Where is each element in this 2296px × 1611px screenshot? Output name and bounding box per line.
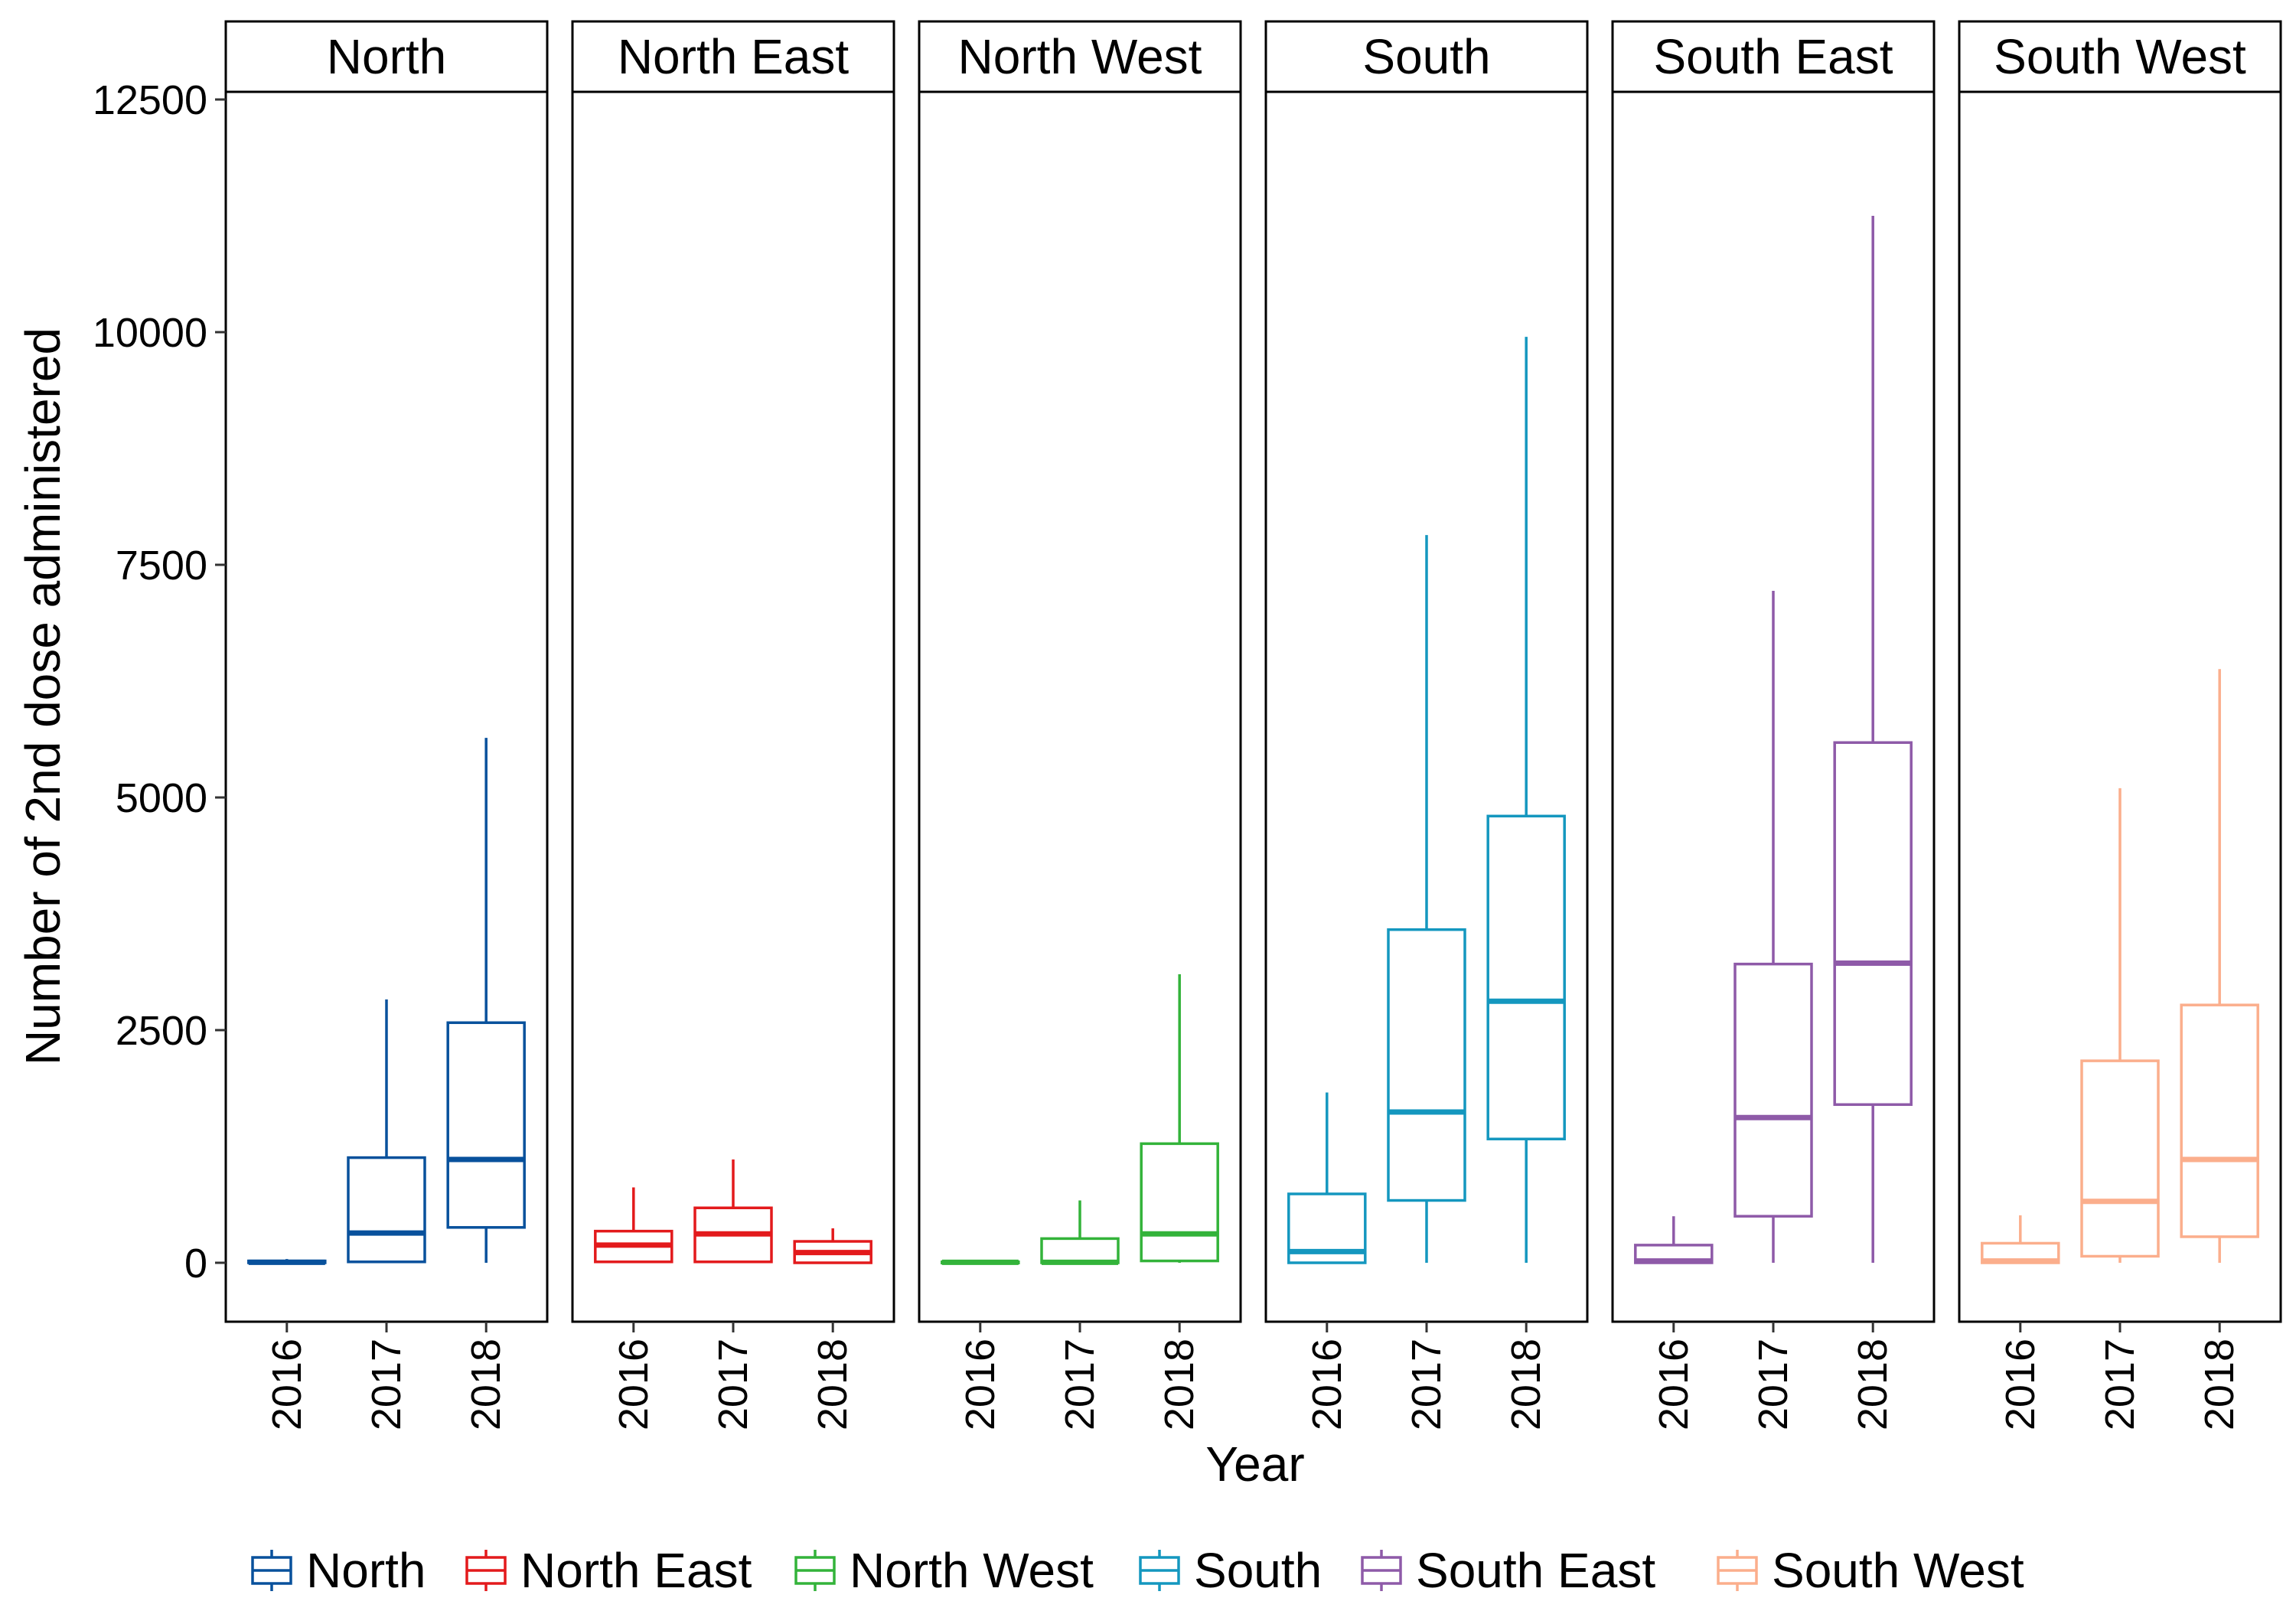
x-tick-label: 2017 — [1057, 1339, 1103, 1430]
box-south-west-2016 — [1981, 1215, 2060, 1264]
box-south-east-2016 — [1634, 1216, 1714, 1264]
box-north-2018 — [446, 738, 526, 1263]
x-tick-label: 2016 — [611, 1339, 657, 1430]
x-tick-label: 2018 — [1850, 1339, 1896, 1430]
box-north-2016 — [247, 1259, 327, 1265]
y-tick-label: 7500 — [116, 543, 207, 589]
box-iqr — [1387, 928, 1466, 1202]
box-iqr — [1140, 1142, 1219, 1263]
box-iqr — [1486, 814, 1566, 1141]
legend-label: North East — [520, 1543, 752, 1598]
x-tick-label: 2018 — [1503, 1339, 1549, 1430]
box-iqr — [1040, 1237, 1120, 1264]
box-iqr — [2080, 1059, 2160, 1258]
legend-item-south: South — [1139, 1543, 1322, 1598]
box-north-west-2016 — [941, 1259, 1020, 1265]
x-tick-label: 2016 — [957, 1339, 1003, 1430]
box-iqr — [446, 1021, 526, 1229]
panel-north: North 2016 2017 2018 — [224, 20, 549, 1430]
x-tick-label: 2018 — [810, 1339, 856, 1430]
y-tick-label: 10000 — [93, 310, 207, 356]
box-north-west-2017 — [1040, 1200, 1120, 1265]
box-south-2018 — [1486, 337, 1566, 1263]
strip-box — [224, 20, 549, 93]
box-south-2016 — [1287, 1092, 1367, 1264]
legend-label: South West — [1772, 1543, 2024, 1598]
strip-label: North West — [958, 29, 1202, 84]
y-tick-label: 0 — [184, 1241, 207, 1287]
box-south-west-2017 — [2080, 788, 2160, 1263]
legend-item-south-east: South East — [1361, 1543, 1655, 1598]
x-tick-label: 2018 — [2197, 1339, 2242, 1430]
box-iqr — [1833, 741, 1913, 1107]
y-axis: 0 2500 5000 7500 10000 12500 — [93, 77, 226, 1287]
x-tick-label: 2017 — [710, 1339, 756, 1430]
legend-label: South East — [1416, 1543, 1655, 1598]
x-tick-label: 2016 — [264, 1339, 310, 1430]
box-iqr — [347, 1156, 426, 1264]
panel-south-west: South West 2016 2017 2018 — [1958, 20, 2282, 1430]
box-north-east-2016 — [594, 1187, 673, 1264]
box-south-east-2018 — [1833, 216, 1913, 1263]
y-axis-title: Number of 2nd dose administered — [15, 328, 70, 1065]
strip-label: South West — [1994, 29, 2246, 84]
y-tick-label: 5000 — [116, 775, 207, 821]
legend-label: South — [1194, 1543, 1322, 1598]
x-axis-title: Year — [1205, 1437, 1304, 1492]
panel-north-east: North East 2016 2017 2018 — [571, 20, 895, 1430]
strip-box — [918, 20, 1242, 93]
strip-box — [1264, 20, 1589, 93]
strip-label: South — [1362, 29, 1490, 84]
strip-label: North East — [618, 29, 850, 84]
box-north-west-2018 — [1140, 974, 1219, 1263]
x-tick-label: 2018 — [1156, 1339, 1202, 1430]
x-tick-label: 2017 — [2097, 1339, 2143, 1430]
legend-item-north-west: North West — [794, 1543, 1094, 1598]
legend-item-south-west: South West — [1717, 1543, 2024, 1598]
panel-south: South 2016 2017 2018 — [1264, 20, 1589, 1430]
x-tick-label: 2016 — [1304, 1339, 1350, 1430]
panel-north-west: North West 2016 2017 2018 — [918, 20, 1242, 1430]
legend-item-north: North — [251, 1543, 426, 1598]
x-tick-label: 2016 — [1651, 1339, 1697, 1430]
y-tick-label: 12500 — [93, 77, 207, 123]
legend-label: North — [306, 1543, 426, 1598]
legend: North North East North West South South East… — [251, 1543, 2024, 1598]
panel-south-east: South East 2016 2017 2018 — [1611, 20, 1936, 1430]
box-north-east-2018 — [793, 1228, 872, 1264]
x-tick-label: 2017 — [1404, 1339, 1450, 1430]
legend-item-north-east: North East — [465, 1543, 752, 1598]
legend-label: North West — [850, 1543, 1094, 1598]
x-tick-label: 2017 — [364, 1339, 409, 1430]
box-north-2017 — [347, 999, 426, 1264]
box-north-east-2017 — [693, 1159, 773, 1264]
box-iqr — [1733, 962, 1813, 1218]
box-south-east-2017 — [1733, 591, 1813, 1263]
x-tick-label: 2018 — [463, 1339, 509, 1430]
strip-label: South East — [1653, 29, 1893, 84]
x-tick-label: 2017 — [1750, 1339, 1796, 1430]
x-tick-label: 2016 — [1998, 1339, 2043, 1430]
box-south-west-2018 — [2180, 669, 2259, 1263]
box-south-2017 — [1387, 535, 1466, 1263]
strip-box — [571, 20, 895, 93]
box-iqr — [2180, 1003, 2259, 1238]
y-tick-label: 2500 — [116, 1008, 207, 1054]
strip-label: North — [327, 29, 447, 84]
